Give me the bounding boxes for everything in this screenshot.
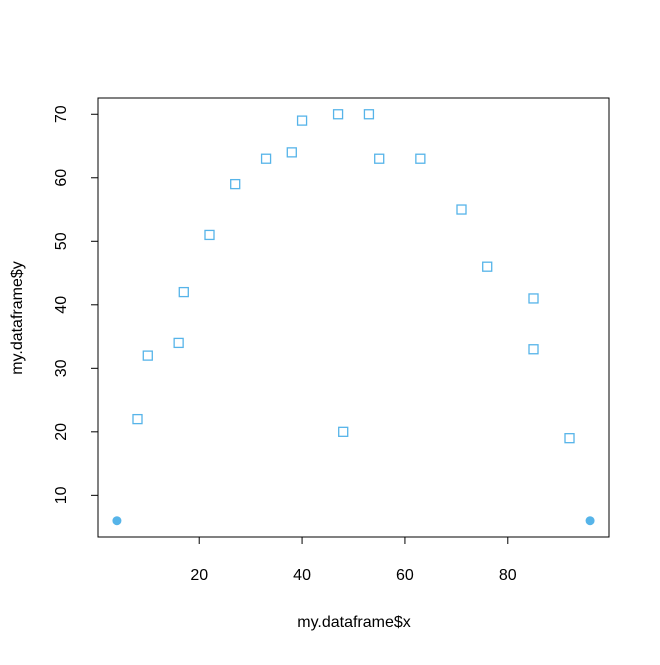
point xyxy=(112,516,122,526)
point xyxy=(260,153,272,164)
point xyxy=(585,516,595,526)
y-tick-label: 40 xyxy=(53,296,70,314)
point xyxy=(286,147,297,158)
plot-box xyxy=(97,97,610,538)
point xyxy=(363,109,375,120)
point xyxy=(178,286,189,298)
point xyxy=(528,293,539,304)
point xyxy=(230,178,241,190)
x-tick-label: 80 xyxy=(499,567,517,584)
x-tick-label: 20 xyxy=(190,567,208,584)
point xyxy=(564,433,575,444)
point xyxy=(415,153,426,164)
y-axis-title: my.dataframe$y xyxy=(9,261,26,375)
point xyxy=(173,337,184,349)
point xyxy=(296,115,308,126)
y-tick-label: 30 xyxy=(53,359,70,377)
point xyxy=(528,344,539,355)
y-tick-label: 50 xyxy=(53,232,70,250)
point xyxy=(142,350,153,361)
x-tick-label: 40 xyxy=(293,567,311,584)
x-tick-label: 60 xyxy=(396,567,414,584)
point xyxy=(456,204,467,215)
y-tick-label: 20 xyxy=(53,423,70,441)
y-tick-label: 60 xyxy=(53,169,70,187)
point xyxy=(482,261,493,272)
y-tick-label: 70 xyxy=(53,105,70,123)
y-tick-label: 10 xyxy=(53,486,70,504)
point xyxy=(332,109,344,120)
point xyxy=(204,229,215,241)
point xyxy=(338,426,349,437)
point xyxy=(132,413,143,425)
x-axis-title: my.dataframe$x xyxy=(297,614,411,631)
point xyxy=(374,153,385,164)
